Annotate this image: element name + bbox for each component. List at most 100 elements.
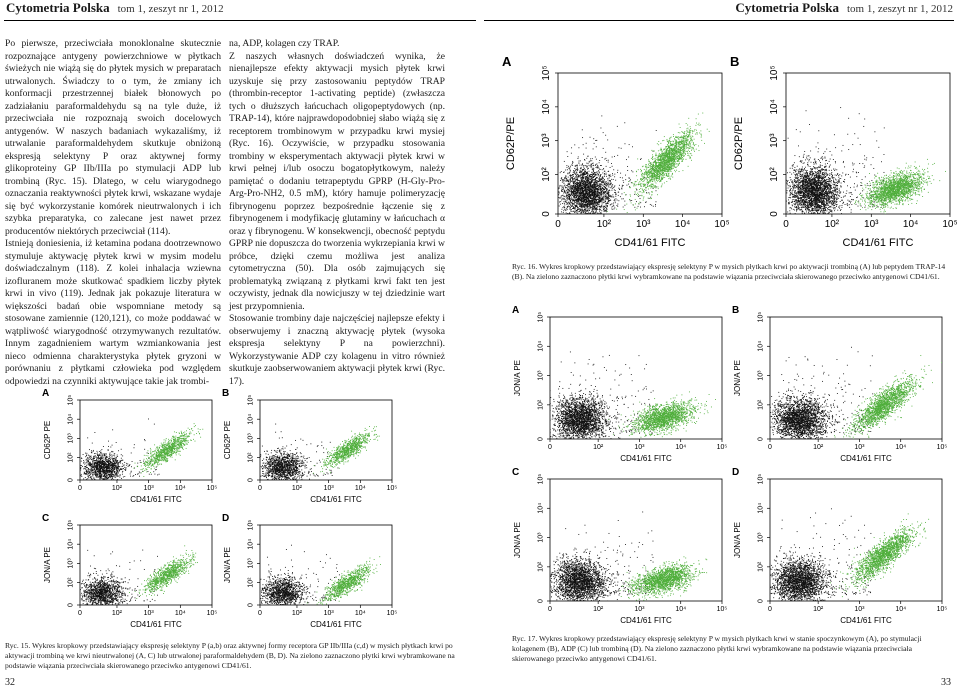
x-tick-label: 0	[78, 485, 82, 492]
scatter-points	[550, 511, 708, 601]
x-tick-label: 10²	[112, 610, 123, 617]
x-tick-label: 10³	[634, 444, 645, 451]
x-tick-label: 10⁵	[937, 444, 948, 451]
y-axis-label: JON/A PE	[513, 360, 522, 396]
fig15-panel-b-scatter: B 00 10² 10² 10³ 10³ 10⁴ 10⁴ 10⁵ 10⁵ CD41/61 FITC C…	[222, 388, 398, 504]
figure-16: A 0 0 10² 10² 10³ 10³ 10⁴ 10⁴ 10⁵ 10⁵ CD41/61 FITC C…	[500, 55, 959, 250]
fig17-panel-a-scatter: A 00 10² 10² 10³ 10³ 10⁴ 10⁴ 10⁵ 10⁵ CD41/61 FITC J…	[512, 305, 728, 463]
x-tick-label: 0	[258, 610, 262, 617]
y-tick-label: 10⁵	[538, 474, 545, 485]
y-tick-label: 10⁴	[248, 414, 255, 425]
paragraph: Po pierwsze, przeciwciała monoklonalne s…	[5, 38, 221, 238]
fig17-panel-d-scatter: D 00 10² 10² 10³ 10³ 10⁴ 10⁴ 10⁵ 10⁵ CD41/61 FITC J…	[732, 467, 948, 625]
x-tick-label: 10⁵	[937, 606, 948, 613]
y-tick-label: 0	[541, 211, 552, 217]
scatter-points	[550, 351, 716, 439]
y-tick-label: 0	[758, 437, 765, 441]
left-column-1: Po pierwsze, przeciwciała monoklonalne s…	[5, 38, 221, 388]
x-tick-label: 10⁵	[387, 485, 398, 492]
figure-17: A 0 0 10² 10² 10³ 10³ 10⁴ 10⁴ 10⁵ 10⁵ CD41/61 FITC J…	[510, 305, 950, 625]
y-tick-label: 10⁵	[248, 395, 255, 406]
panel-letter: B	[222, 388, 229, 399]
header-rule	[4, 20, 476, 21]
scatter-points	[80, 418, 204, 480]
y-axis-label: JON/A PE	[733, 360, 742, 396]
y-tick-label: 10⁴	[68, 539, 75, 550]
y-tick-label: 0	[538, 599, 545, 603]
y-tick-label: 10⁴	[758, 503, 765, 514]
fig15-panel-d-scatter: D 00 10² 10² 10³ 10³ 10⁴ 10⁴ 10⁵ 10⁵ CD41/61 FITC J…	[222, 513, 398, 629]
plot-frame	[259, 524, 393, 606]
y-tick-label: 10⁵	[758, 474, 765, 485]
y-tick-label: 0	[248, 478, 255, 482]
x-tick-label: 10⁴	[175, 610, 186, 617]
y-tick-label: 10⁴	[769, 99, 780, 114]
x-tick-label: 0	[548, 606, 552, 613]
plot-frame	[259, 399, 393, 481]
x-tick-label: 10²	[597, 219, 612, 230]
x-tick-label: 10³	[324, 610, 335, 617]
y-tick-label: 10³	[248, 433, 255, 444]
y-axis-label: JON/A PE	[513, 522, 522, 558]
x-tick-label: 10²	[593, 606, 604, 613]
y-tick-label: 10⁵	[538, 312, 545, 323]
x-tick-label: 10³	[324, 485, 335, 492]
x-tick-label: 0	[555, 219, 561, 230]
paragraph: na, ADP, kolagen czy TRAP.	[229, 38, 445, 51]
y-tick-label: 10⁵	[541, 65, 552, 80]
y-tick-label: 10³	[538, 370, 545, 381]
x-tick-label: 10²	[593, 444, 604, 451]
fig15-panel-a-scatter: A 00 10² 10² 10³ 10³ 10⁴ 10⁴ 10⁵ 10⁵ CD41/61 FITC C…	[42, 388, 217, 504]
y-tick-label: 10⁴	[538, 503, 545, 514]
fig17-panel-c-scatter: C 00 10² 10² 10³ 10³ 10⁴ 10⁴ 10⁵ 10⁵ CD41/61 FITC J…	[512, 467, 728, 625]
y-axis-label: CD62P/PE	[733, 117, 745, 170]
y-tick-label: 10²	[541, 167, 552, 182]
panel-letter: A	[502, 55, 512, 69]
x-tick-label: 0	[548, 444, 552, 451]
y-tick-label: 10²	[758, 561, 765, 572]
x-tick-label: 10²	[112, 485, 123, 492]
y-axis-label: CD62P PE	[43, 421, 52, 460]
x-axis-label: CD41/61 FITC	[615, 237, 686, 249]
scatter-points	[558, 112, 710, 214]
plot-frame	[549, 316, 723, 440]
x-axis-label: CD41/61 FITC	[130, 620, 182, 629]
x-tick-label: 10⁵	[717, 606, 728, 613]
y-axis-label: JON/A PE	[733, 522, 742, 558]
fig17-caption: Ryc. 17. Wykres kropkowy przedstawiający…	[512, 634, 952, 664]
journal-name: Cytometria Polska	[6, 0, 110, 16]
x-tick-label: 10²	[292, 485, 303, 492]
plot-frame	[769, 478, 943, 602]
y-tick-label: 10³	[758, 370, 765, 381]
x-axis-label: CD41/61 FITC	[840, 616, 892, 625]
y-tick-label: 10⁵	[68, 395, 75, 406]
y-tick-label: 0	[538, 437, 545, 441]
x-tick-label: 10⁴	[675, 219, 690, 230]
fig16-panel-b-scatter: B 00 10² 10² 10³ 10³ 10⁴ 10⁴ 10⁵ 10⁵ CD41/61 FITC C…	[730, 55, 958, 249]
x-tick-label: 10⁵	[387, 610, 398, 617]
y-tick-label: 10²	[538, 561, 545, 572]
panel-letter: A	[42, 388, 49, 399]
y-tick-label: 10⁵	[248, 520, 255, 531]
y-tick-label: 10³	[68, 433, 75, 444]
plot-frame	[557, 72, 723, 215]
panel-letter: C	[42, 513, 49, 524]
y-tick-label: 10⁴	[538, 341, 545, 352]
scatter-points	[260, 544, 381, 605]
y-axis-label: CD62P PE	[223, 421, 232, 460]
x-tick-label: 10²	[825, 219, 840, 230]
x-tick-label: 10³	[634, 606, 645, 613]
x-tick-label: 10³	[144, 485, 155, 492]
y-axis-label: JON/A PE	[43, 547, 52, 583]
page-number: 33	[941, 677, 951, 688]
left-running-header: Cytometria Polska tom 1, zeszyt nr 1, 20…	[6, 0, 224, 18]
plot-frame	[79, 399, 213, 481]
x-tick-label: 10⁵	[714, 219, 729, 230]
scatter-points	[80, 545, 198, 605]
x-tick-label: 10²	[813, 444, 824, 451]
x-tick-label: 10⁴	[895, 606, 906, 613]
x-tick-label: 0	[258, 485, 262, 492]
x-tick-label: 10⁵	[942, 219, 957, 230]
x-tick-label: 10⁴	[895, 444, 906, 451]
x-tick-label: 10⁵	[717, 444, 728, 451]
